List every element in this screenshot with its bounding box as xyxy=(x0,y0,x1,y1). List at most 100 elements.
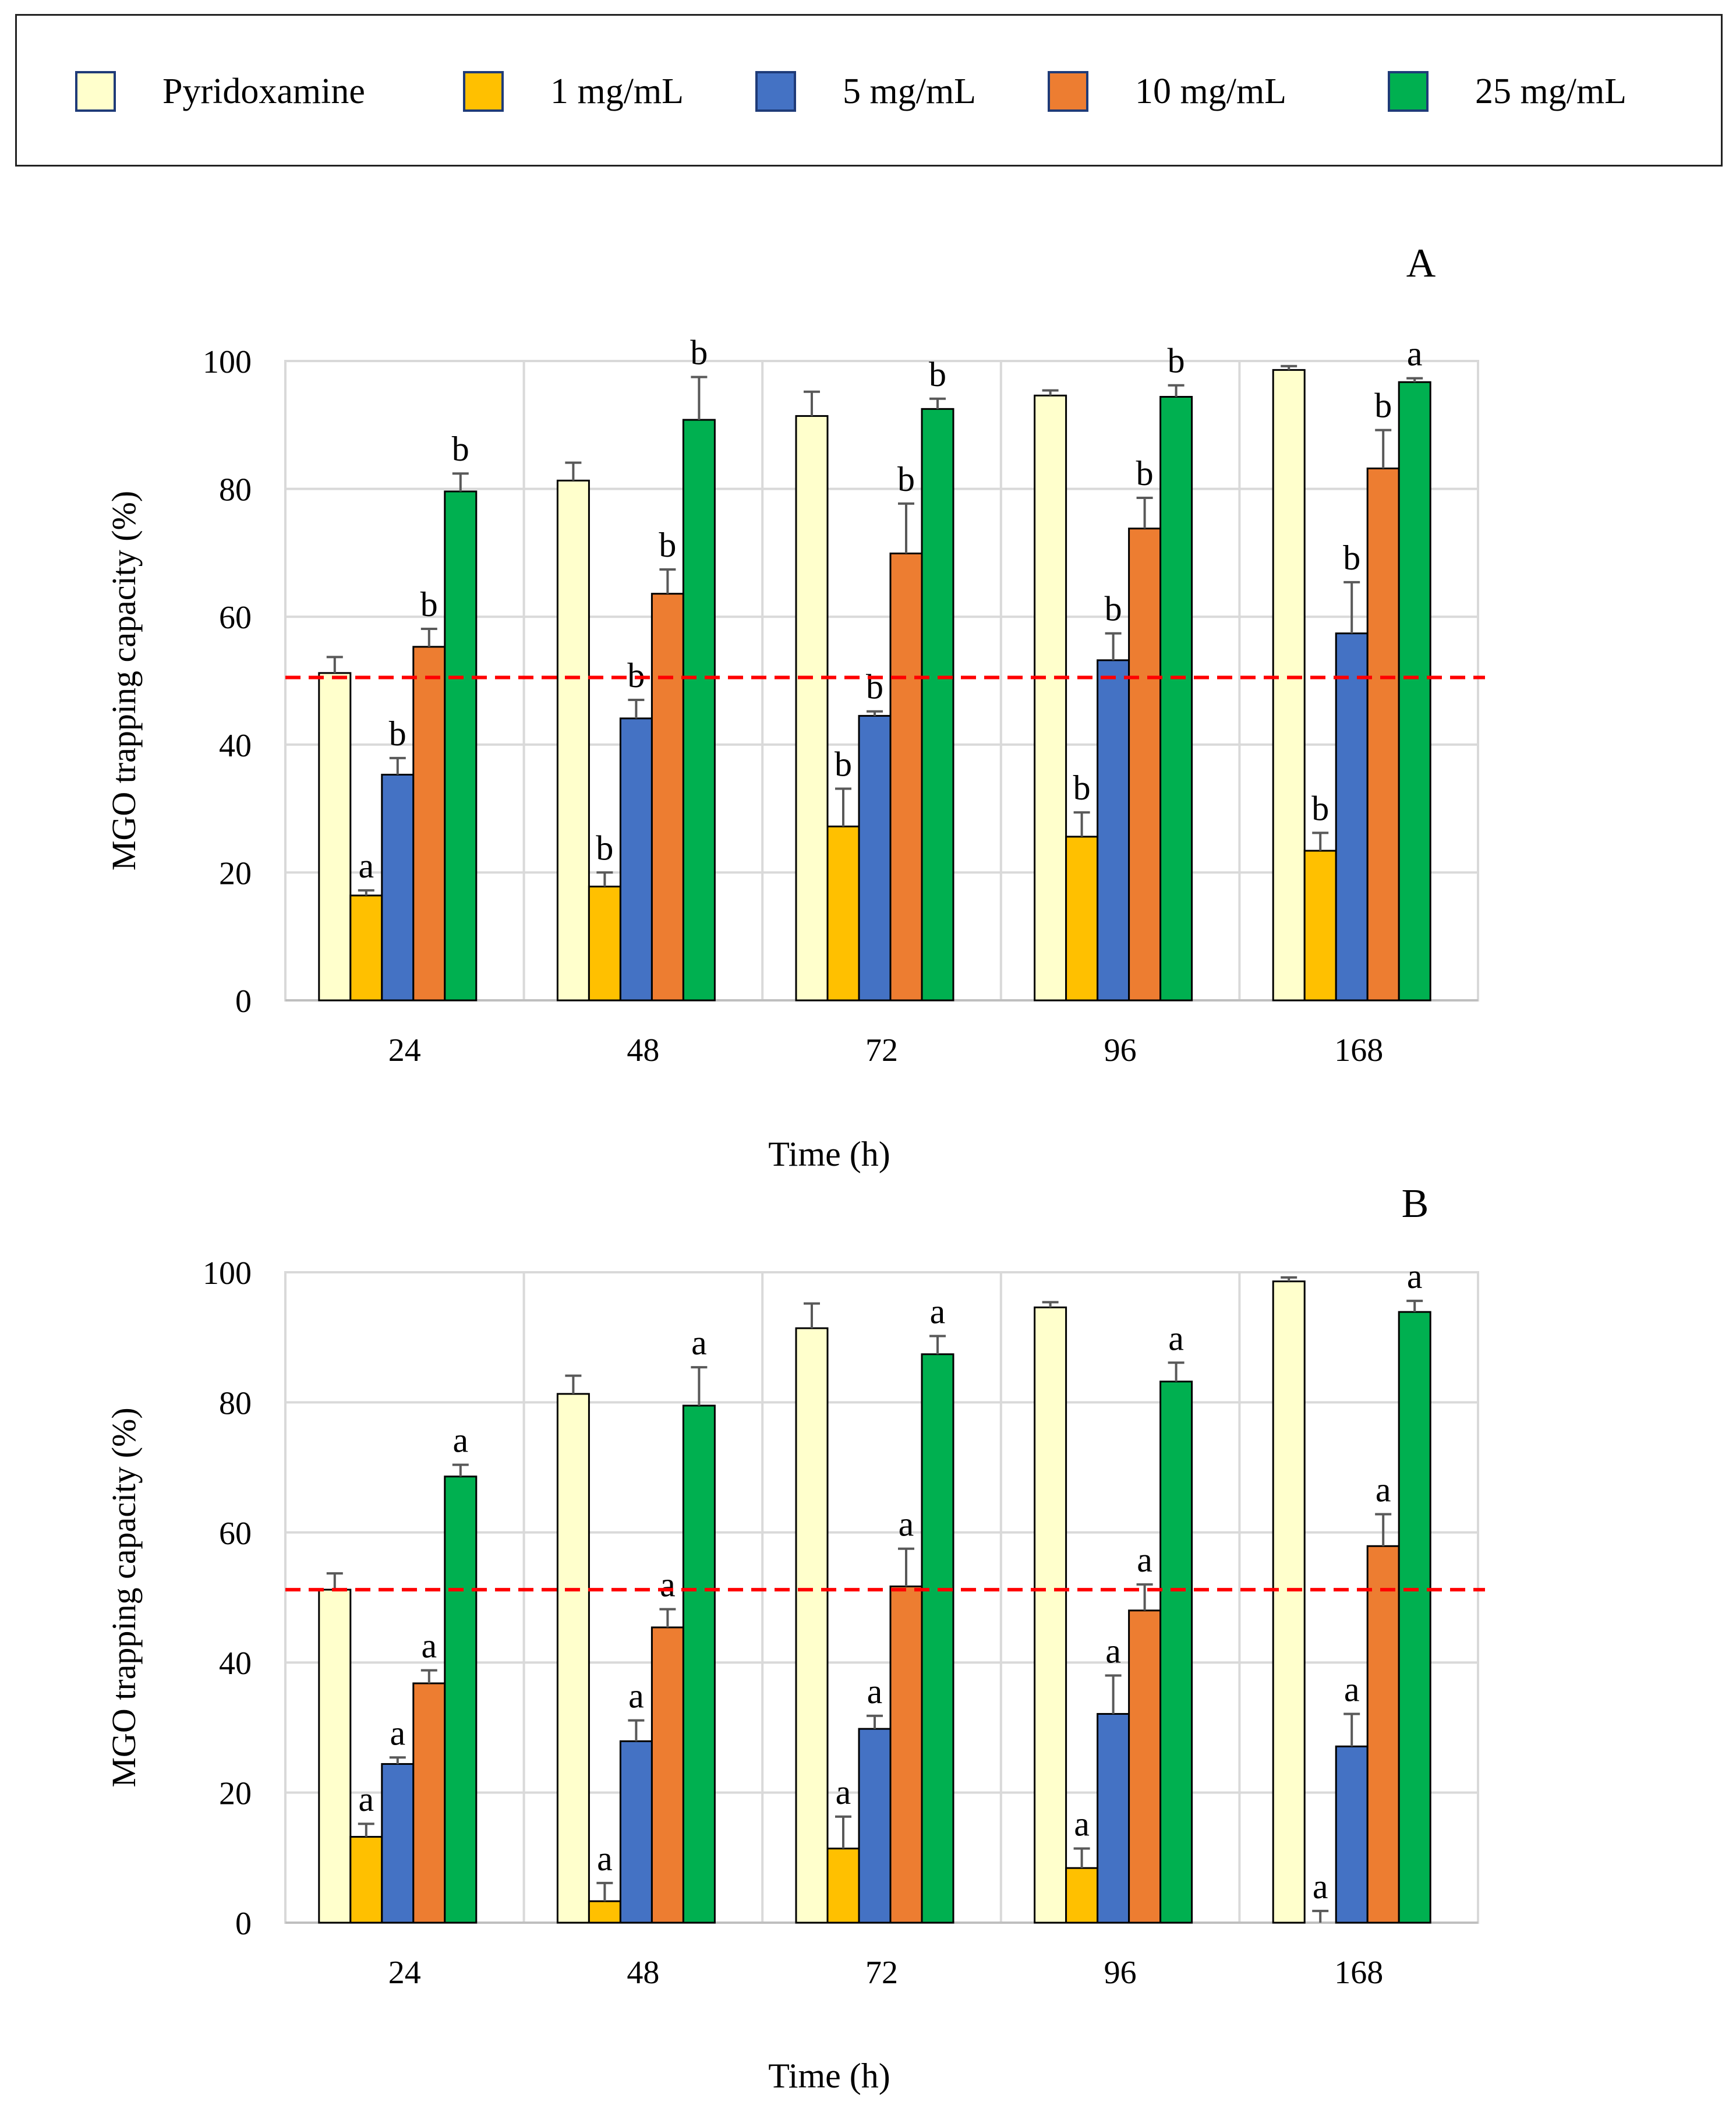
y-tick-label: 40 xyxy=(219,728,252,764)
bar-b-72-5mgml xyxy=(858,1728,892,1924)
bar-b-96-25mgml xyxy=(1159,1381,1193,1924)
legend-item-25mg: 25 mg/mL xyxy=(1388,70,1627,112)
bar-b-168-5mgml xyxy=(1335,1745,1369,1924)
bar-b-96-1mgml xyxy=(1065,1867,1099,1924)
significance-letter: a xyxy=(597,1839,613,1878)
bar-a-24-pyridoxamine xyxy=(318,672,352,1002)
bar-a-24-25mgml xyxy=(444,490,478,1002)
legend-swatch-pyridoxamine xyxy=(75,71,116,112)
bar-a-168-5mgml xyxy=(1335,632,1369,1002)
y-tick-label: 100 xyxy=(203,1255,252,1291)
bar-b-48-10mgml xyxy=(650,1626,684,1924)
significance-letter: a xyxy=(899,1505,914,1544)
y-tick-label: 80 xyxy=(219,1385,252,1421)
bar-a-96-pyridoxamine xyxy=(1034,394,1067,1002)
bar-a-168-1mgml xyxy=(1303,850,1337,1002)
significance-letter: b xyxy=(389,714,406,753)
bar-a-48-10mgml xyxy=(650,593,684,1002)
bar-a-168-pyridoxamine xyxy=(1272,369,1306,1002)
bar-b-48-5mgml xyxy=(619,1740,653,1924)
y-tick-label: 40 xyxy=(219,1646,252,1682)
significance-letter: a xyxy=(358,1780,374,1818)
x-tick-label: 168 xyxy=(1334,1032,1383,1068)
bar-a-72-1mgml xyxy=(826,825,860,1002)
significance-letter: a xyxy=(867,1672,883,1711)
significance-letter: b xyxy=(690,333,708,371)
bar-a-48-5mgml xyxy=(619,717,653,1002)
x-tick-label: 24 xyxy=(388,1032,421,1068)
significance-letter: a xyxy=(421,1627,437,1665)
x-tick-label: 48 xyxy=(627,1032,659,1068)
x-tick-label: 168 xyxy=(1334,1955,1383,1991)
significance-letter: b xyxy=(866,668,883,706)
significance-letter: a xyxy=(1344,1670,1360,1708)
bar-b-168-10mgml xyxy=(1366,1545,1400,1924)
significance-letter: b xyxy=(596,829,613,867)
significance-letter: a xyxy=(452,1421,468,1460)
y-tick-label: 60 xyxy=(219,1516,252,1552)
chart-panel-b: 020406080100aaaa24aaaa48aaaa72aaaa96aaaa… xyxy=(105,1181,1485,2095)
significance-letter: a xyxy=(836,1773,851,1811)
legend-swatch-1mg xyxy=(463,71,504,112)
y-tick-label: 60 xyxy=(219,600,252,636)
bar-b-96-10mgml xyxy=(1128,1609,1162,1924)
legend-item-10mg: 10 mg/mL xyxy=(1048,70,1286,112)
legend-swatch-5mg xyxy=(755,71,796,112)
significance-letter: b xyxy=(1374,387,1392,425)
significance-letter: b xyxy=(1343,539,1360,577)
bar-b-72-pyridoxamine xyxy=(795,1327,829,1924)
significance-letter: b xyxy=(835,745,852,784)
bar-a-48-pyridoxamine xyxy=(556,479,590,1002)
significance-letter: b xyxy=(897,460,915,498)
significance-letter: b xyxy=(452,430,469,468)
legend-item-5mg: 5 mg/mL xyxy=(755,70,976,112)
significance-letter: a xyxy=(930,1292,946,1330)
legend-label-25mg: 25 mg/mL xyxy=(1475,71,1627,111)
significance-letter: b xyxy=(659,526,676,564)
bar-a-96-25mgml xyxy=(1159,395,1193,1002)
legend-item-pyridoxamine: Pyridoxamine xyxy=(75,70,365,112)
significance-letter: b xyxy=(1136,454,1154,493)
legend-label-10mg: 10 mg/mL xyxy=(1135,71,1287,111)
significance-letter: b xyxy=(420,585,438,624)
significance-letter: a xyxy=(628,1677,644,1715)
significance-letter: a xyxy=(1407,335,1423,373)
panel-label: A xyxy=(1406,241,1436,286)
y-tick-label: 100 xyxy=(203,344,252,380)
significance-letter: b xyxy=(929,355,946,394)
bar-a-96-5mgml xyxy=(1097,659,1130,1002)
bar-a-48-25mgml xyxy=(682,419,716,1002)
significance-letter: b xyxy=(1073,769,1091,807)
bar-b-24-10mgml xyxy=(412,1682,446,1924)
significance-letter: a xyxy=(1313,1867,1328,1906)
significance-letter: b xyxy=(1311,789,1329,827)
bar-b-96-5mgml xyxy=(1097,1712,1130,1924)
x-tick-label: 48 xyxy=(627,1955,659,1991)
significance-letter: a xyxy=(660,1566,676,1604)
significance-letter: a xyxy=(1137,1541,1152,1579)
y-tick-label: 20 xyxy=(219,1776,252,1812)
legend-item-1mg: 1 mg/mL xyxy=(463,70,684,112)
bar-b-168-25mgml xyxy=(1398,1311,1431,1924)
bar-b-24-25mgml xyxy=(444,1475,478,1924)
y-tick-label: 20 xyxy=(219,855,252,891)
y-tick-label: 80 xyxy=(219,472,252,508)
y-axis-title: MGO trapping capacity (%) xyxy=(105,1407,143,1787)
bar-a-48-1mgml xyxy=(588,886,621,1002)
significance-letter: a xyxy=(1074,1805,1090,1843)
significance-letter: a xyxy=(1407,1257,1423,1296)
bar-a-72-25mgml xyxy=(921,408,954,1002)
legend: Pyridoxamine 1 mg/mL 5 mg/mL 10 mg/mL 25… xyxy=(15,14,1723,167)
significance-letter: b xyxy=(1105,590,1122,628)
bar-b-24-1mgml xyxy=(349,1836,383,1924)
bar-b-168-pyridoxamine xyxy=(1272,1280,1306,1924)
y-tick-label: 0 xyxy=(235,983,252,1020)
bar-a-168-10mgml xyxy=(1366,467,1400,1002)
bar-b-72-1mgml xyxy=(826,1848,860,1924)
bar-a-96-1mgml xyxy=(1065,836,1099,1002)
bar-a-24-5mgml xyxy=(381,773,415,1002)
significance-letter: a xyxy=(1168,1319,1184,1357)
x-axis-title: Time (h) xyxy=(768,1135,890,1173)
x-axis-title: Time (h) xyxy=(768,2057,890,2095)
